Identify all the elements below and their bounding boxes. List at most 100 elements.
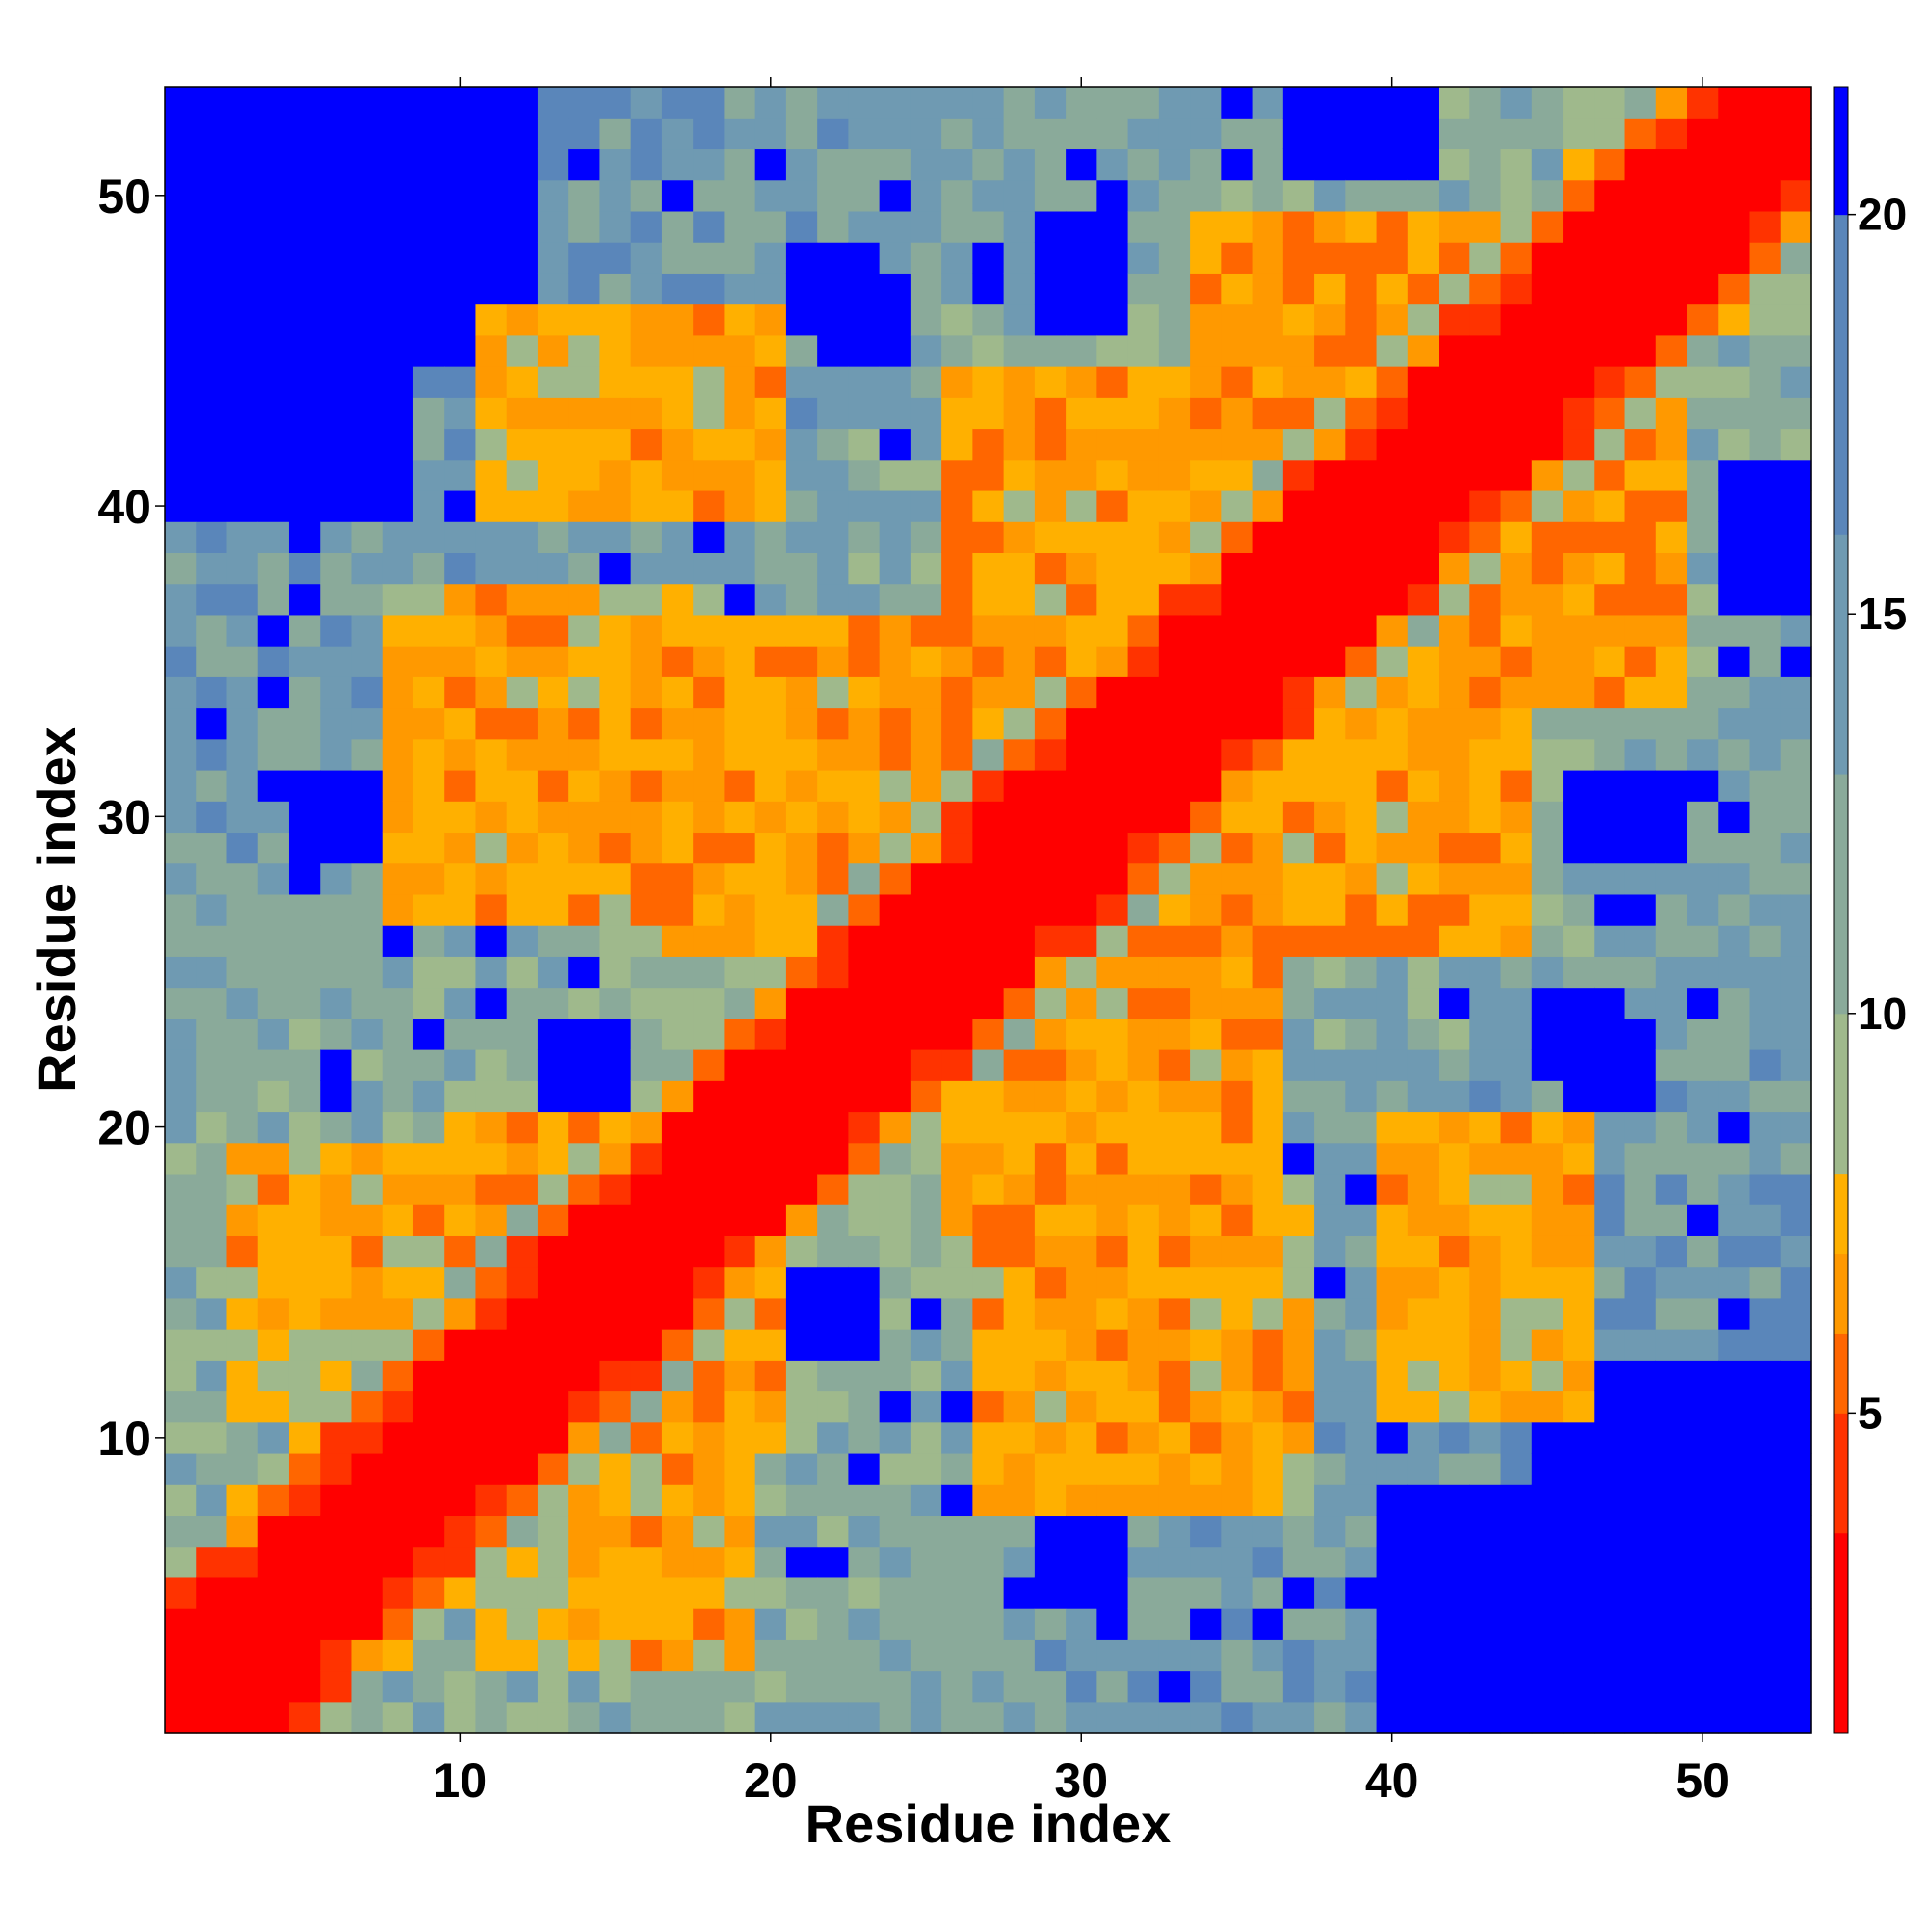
heatmap-cell	[630, 1515, 663, 1548]
heatmap-cell	[661, 397, 694, 430]
heatmap-cell	[1096, 1421, 1129, 1454]
heatmap-cell	[785, 862, 818, 895]
heatmap-cell	[1034, 1701, 1067, 1734]
heatmap-cell	[879, 832, 911, 864]
heatmap-cell	[1500, 179, 1533, 212]
heatmap-cell	[1376, 148, 1409, 181]
heatmap-cell	[226, 304, 259, 336]
heatmap-cell	[1127, 428, 1160, 461]
heatmap-cell	[226, 738, 259, 771]
heatmap-cell	[910, 1266, 942, 1299]
heatmap-cell	[941, 1701, 973, 1734]
heatmap-cell	[661, 242, 694, 274]
heatmap-cell	[1469, 1204, 1502, 1236]
heatmap-cell	[226, 1421, 259, 1454]
heatmap-cell	[537, 334, 569, 367]
heatmap-cell	[1687, 1390, 1719, 1423]
heatmap-cell	[1034, 1670, 1067, 1703]
heatmap-cell	[1469, 397, 1502, 430]
heatmap-cell	[1034, 987, 1067, 1019]
heatmap-cell	[568, 1297, 601, 1330]
heatmap-cell	[444, 738, 477, 771]
heatmap-cell	[1407, 1018, 1439, 1050]
heatmap-cell	[475, 1639, 508, 1672]
heatmap-cell	[1003, 738, 1036, 771]
heatmap-cell	[724, 428, 756, 461]
heatmap-cell	[351, 242, 383, 274]
heatmap-cell	[1003, 1608, 1036, 1640]
heatmap-cell	[320, 459, 353, 491]
heatmap-cell	[568, 1639, 601, 1672]
heatmap-cell	[1407, 179, 1439, 212]
heatmap-cell	[817, 148, 849, 181]
heatmap-cell	[537, 1329, 569, 1361]
heatmap-cell	[848, 583, 881, 616]
heatmap-cell	[320, 646, 353, 677]
heatmap-cell	[941, 1484, 973, 1517]
heatmap-cell	[1687, 1421, 1719, 1454]
heatmap-cell	[1687, 1608, 1719, 1640]
heatmap-cell	[1282, 1515, 1315, 1548]
heatmap-cell	[1439, 987, 1470, 1019]
heatmap-cell	[1282, 366, 1315, 398]
heatmap-cell	[1500, 1608, 1533, 1640]
heatmap-cell	[1718, 1608, 1751, 1640]
heatmap-cell	[1655, 552, 1688, 585]
heatmap-cell	[724, 1576, 756, 1609]
heatmap-cell	[382, 1608, 414, 1640]
heatmap-cell	[1096, 1608, 1129, 1640]
heatmap-cell	[1282, 801, 1315, 834]
heatmap-cell	[1221, 148, 1254, 181]
heatmap-cell	[1624, 832, 1657, 864]
heatmap-cell	[630, 1266, 663, 1299]
heatmap-cell	[785, 769, 818, 802]
heatmap-cell	[1563, 1670, 1595, 1703]
heatmap-cell	[1221, 273, 1254, 305]
heatmap-cell	[1096, 118, 1129, 150]
heatmap-cell	[1531, 769, 1564, 802]
heatmap-cell	[1003, 1297, 1036, 1330]
heatmap-cell	[165, 1080, 197, 1113]
heatmap-cell	[412, 1576, 445, 1609]
heatmap-cell	[879, 1639, 911, 1672]
heatmap-cell	[568, 521, 601, 553]
heatmap-cell	[1314, 304, 1346, 336]
heatmap-cell	[1221, 1701, 1254, 1734]
heatmap-cell	[320, 1515, 353, 1548]
heatmap-cell	[879, 118, 911, 150]
heatmap-cell	[630, 1235, 663, 1268]
heatmap-cell	[257, 832, 290, 864]
heatmap-cell	[165, 87, 197, 119]
heatmap-cell	[1003, 179, 1036, 212]
heatmap-cell	[257, 1576, 290, 1609]
heatmap-cell	[444, 1266, 477, 1299]
heatmap-cell	[568, 1484, 601, 1517]
heatmap-cell	[661, 1266, 694, 1299]
heatmap-cell	[1376, 1390, 1409, 1423]
heatmap-cell	[537, 521, 569, 553]
heatmap-cell	[1345, 1546, 1378, 1578]
heatmap-cell	[537, 956, 569, 989]
heatmap-cell	[1500, 334, 1533, 367]
heatmap-cell	[257, 738, 290, 771]
colorbar-segment	[1834, 1173, 1848, 1255]
heatmap-cell	[1780, 521, 1812, 553]
heatmap-cell	[941, 1266, 973, 1299]
heatmap-cell	[351, 304, 383, 336]
heatmap-cell	[1252, 1421, 1284, 1454]
heatmap-cell	[537, 646, 569, 677]
heatmap-cell	[1003, 956, 1036, 989]
heatmap-cell	[444, 1111, 477, 1144]
heatmap-cell	[475, 707, 508, 740]
heatmap-cell	[1624, 179, 1657, 212]
heatmap-cell	[941, 273, 973, 305]
heatmap-cell	[1718, 1111, 1751, 1144]
heatmap-cell	[475, 1608, 508, 1640]
heatmap-cell	[1190, 1701, 1222, 1734]
heatmap-cell	[1221, 334, 1254, 367]
heatmap-cell	[1034, 118, 1067, 150]
heatmap-cell	[1158, 1546, 1191, 1578]
heatmap-cell	[1345, 1235, 1378, 1268]
heatmap-cell	[1531, 1080, 1564, 1113]
heatmap-cell	[165, 1546, 197, 1578]
